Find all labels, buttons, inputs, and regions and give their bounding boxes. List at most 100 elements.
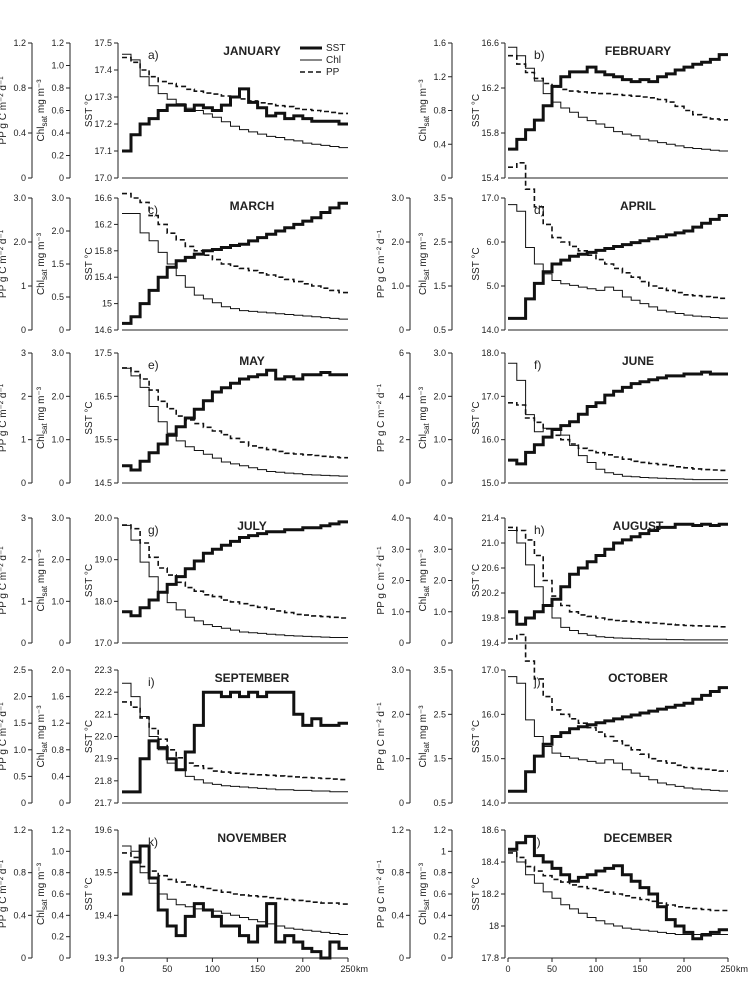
chl-label-sub: sat	[422, 899, 431, 910]
chl-label-prefix: Chl	[418, 910, 429, 925]
chl-tick-label: 0.6	[433, 889, 446, 899]
x-tick-label: 150	[632, 964, 647, 974]
pp-tick-label: 0.4	[391, 910, 404, 920]
pp-series-line	[508, 402, 728, 472]
chl-tick-label: 0.5	[433, 798, 446, 808]
chl-label-prefix: Chl	[36, 910, 47, 925]
pp-tick-label: 1.0	[13, 745, 26, 755]
chl-tick-label: 2.5	[433, 237, 446, 247]
chl-tick-label: 0.8	[433, 868, 446, 878]
pp-tick-label: 3.0	[13, 193, 26, 203]
pp-axis-label: PP g C m⁻² d⁻¹	[0, 383, 9, 452]
sst-tick-label: 19.8	[481, 613, 499, 623]
chl-tick-label: 0	[441, 638, 446, 648]
sst-tick-label: 21.7	[94, 798, 112, 808]
chl-tick-label: 0.8	[51, 83, 64, 93]
panel-letter: l)	[534, 835, 541, 849]
chl-tick-label: 1.0	[51, 61, 64, 71]
chl-tick-label: 1.5	[433, 281, 446, 291]
chl-tick-label: 2.0	[433, 576, 446, 586]
pp-series-line	[508, 526, 728, 628]
chl-axis-label: Chlsat mg m⁻³	[36, 386, 49, 449]
chl-tick-label: 3.0	[51, 193, 64, 203]
sst-axis-label: SST °C	[84, 720, 95, 753]
chl-tick-label: 2.5	[433, 709, 446, 719]
sst-tick-label: 21.9	[94, 754, 112, 764]
panel-title: JANUARY	[223, 44, 281, 58]
chl-tick-label: 0.2	[433, 932, 446, 942]
chl-tick-label: 0	[59, 638, 64, 648]
legend-chl-label: Chl	[326, 55, 341, 66]
chl-label-sub: sat	[422, 423, 431, 434]
x-unit-label: km	[736, 964, 748, 974]
panel-december: 0 0.4 0.8 1.2 PP g C m⁻² d⁻¹ 0 0.2 0.4 0.6 0.8 1 1.…	[376, 825, 748, 974]
sst-axis-label: SST °C	[84, 247, 95, 280]
chl-tick-label: 0	[59, 798, 64, 808]
panel-september: 0 0.5 1.0 1.5 2.0 2.5 PP g C m⁻² d⁻¹ 0 0.4 0.8 1.2…	[0, 665, 348, 808]
pp-tick-label: 2	[399, 435, 404, 445]
pp-tick-label: 6	[399, 348, 404, 358]
sst-tick-label: 15.4	[94, 272, 112, 282]
sst-tick-label: 18.0	[94, 596, 112, 606]
pp-tick-label: 0.8	[391, 868, 404, 878]
sst-series-line	[122, 690, 348, 794]
panel-march: 0 1 2.0 3.0 PP g C m⁻² d⁻¹ 0 0.5 1.5 2.0 3.0 Chlsa…	[0, 192, 348, 335]
pp-tick-label: 0.8	[13, 83, 26, 93]
chl-series-line	[508, 676, 728, 792]
sst-tick-label: 22.0	[94, 732, 112, 742]
chl-label-sub: sat	[40, 741, 49, 752]
sst-tick-label: 21.8	[94, 776, 112, 786]
sst-tick-label: 5.0	[486, 281, 499, 291]
sst-series-line	[122, 520, 348, 618]
pp-axis-label: PP g C m⁻² d⁻¹	[376, 702, 387, 771]
pp-tick-label: 0	[399, 638, 404, 648]
chl-tick-label: 0.8	[51, 745, 64, 755]
chl-tick-label: 1	[441, 846, 446, 856]
panel-october: 0 1.0 2.0 3.0 PP g C m⁻² d⁻¹ 0.5 1.5 2.5 3.5 Chls…	[376, 633, 728, 808]
pp-tick-label: 1.2	[391, 825, 404, 835]
sst-tick-label: 17.5	[94, 38, 112, 48]
chl-label-sub: sat	[422, 115, 431, 126]
chl-axis-label: Chlsat mg m⁻³	[36, 862, 49, 925]
sst-series-line	[508, 522, 728, 626]
panel-letter: c)	[148, 203, 158, 217]
pp-tick-label: 0.8	[13, 868, 26, 878]
chl-tick-label: 2.0	[51, 226, 64, 236]
chl-tick-label: 3.5	[433, 193, 446, 203]
chl-label-prefix: Chl	[36, 280, 47, 295]
sst-axis-label: SST °C	[471, 94, 482, 127]
sst-tick-label: 14.0	[481, 325, 499, 335]
sst-tick-label: 22.2	[94, 687, 112, 697]
pp-tick-label: 2.0	[391, 709, 404, 719]
chl-tick-label: 0.4	[433, 139, 446, 149]
sst-tick-label: 15.8	[94, 246, 112, 256]
pp-tick-label: 3	[21, 513, 26, 523]
pp-series-line	[508, 162, 728, 300]
sst-series-line	[508, 834, 728, 941]
pp-series-line	[508, 852, 728, 912]
pp-tick-label: 2.5	[13, 665, 26, 675]
pp-axis-label: PP g C m⁻² d⁻¹	[376, 546, 387, 615]
sst-tick-label: 17.0	[94, 173, 112, 183]
chl-label-sub: sat	[40, 585, 49, 596]
sst-tick-label: 15	[102, 299, 112, 309]
chl-tick-label: 0.5	[433, 325, 446, 335]
pp-tick-label: 3.0	[391, 665, 404, 675]
sst-series-line	[122, 201, 348, 325]
sst-tick-label: 15.4	[481, 173, 499, 183]
chl-tick-label: 1.0	[51, 435, 64, 445]
chl-label-suffix: mg m⁻³	[36, 862, 47, 899]
chl-tick-label: 1.5	[51, 259, 64, 269]
sst-tick-label: 6.0	[486, 237, 499, 247]
chl-label-suffix: mg m⁻³	[418, 862, 429, 899]
sst-tick-label: 19.6	[94, 825, 112, 835]
sst-axis-label: SST °C	[84, 564, 95, 597]
chl-tick-label: 1.2	[433, 72, 446, 82]
sst-tick-label: 22.1	[94, 709, 112, 719]
sst-tick-label: 20.0	[94, 513, 112, 523]
panel-title: MARCH	[230, 199, 275, 213]
sst-tick-label: 20.2	[481, 588, 499, 598]
pp-series-line	[122, 524, 348, 619]
chl-series-line	[508, 362, 728, 481]
